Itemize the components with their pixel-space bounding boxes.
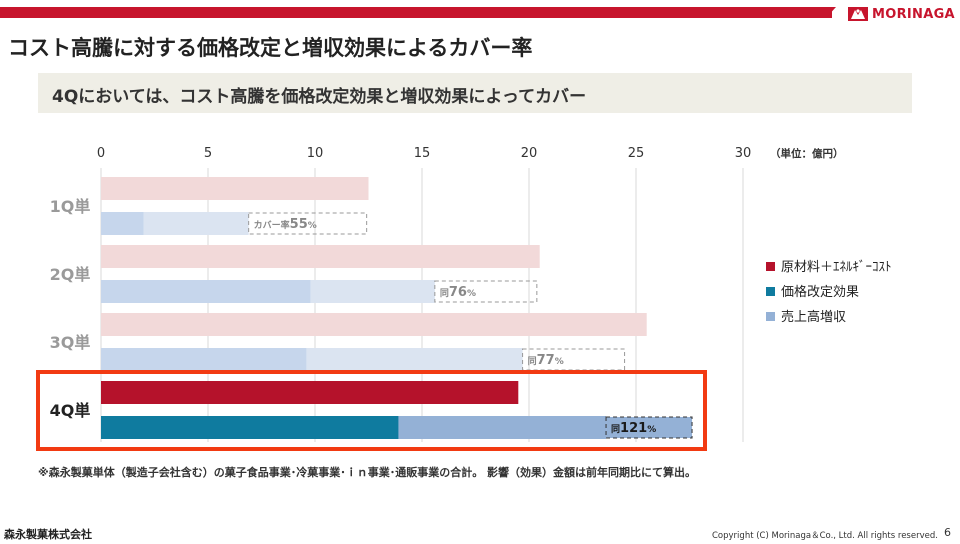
subtitle-band — [38, 73, 912, 113]
legend-entry: 売上高増収 — [781, 309, 846, 325]
legend-swatch — [766, 262, 775, 271]
page-title: コスト高騰に対する価格改定と増収効果によるカバー率 — [8, 36, 533, 60]
cost-bar — [101, 245, 540, 268]
coverage-label-box — [248, 212, 368, 235]
footnote: ※森永製菓単体（製造子会社含む）の菓子食品事業･冷菓事業･ｉｎ事業･通販事業の合… — [38, 466, 697, 479]
x-tick-label: 15 — [414, 146, 431, 161]
legend-swatch — [766, 312, 775, 321]
cost-bar — [101, 177, 369, 200]
x-tick-label: 20 — [521, 146, 538, 161]
coverage-label: カバー率55% — [254, 217, 317, 232]
morinaga-angel-logo-icon — [848, 7, 868, 21]
category-label: 4Q単 — [50, 401, 91, 420]
x-tick-label: 5 — [204, 146, 212, 161]
header-bar-slant — [826, 7, 836, 18]
offset-bar-segment — [101, 280, 311, 303]
legend-entry: 価格改定効果 — [781, 284, 859, 300]
page-number: 6 — [944, 526, 951, 539]
category-label: 1Q単 — [50, 197, 91, 216]
x-tick-label: 10 — [307, 146, 324, 161]
offset-bar-segment — [398, 416, 607, 439]
cost-bar — [101, 313, 647, 336]
x-tick-label: 25 — [628, 146, 645, 161]
offset-bar-segment — [101, 348, 307, 371]
header-bar — [0, 7, 832, 18]
legend-swatch — [766, 287, 775, 296]
cost-bar — [101, 381, 519, 404]
coverage-label-box — [605, 416, 693, 439]
legend-entry: 原材料＋ｴﾈﾙｷﾞｰｺｽﾄ — [781, 260, 892, 275]
brand-name: MORINAGA — [872, 6, 955, 22]
coverage-label: 同76% — [440, 285, 476, 300]
x-tick-label: 0 — [97, 146, 105, 161]
x-tick-label: 30 — [735, 146, 752, 161]
coverage-label: 同77% — [528, 353, 564, 368]
offset-bar-segment — [101, 416, 399, 439]
coverage-label-box — [434, 280, 538, 303]
offset-bar-segment — [310, 280, 435, 303]
offset-bar-segment — [306, 348, 523, 371]
category-label: 2Q単 — [50, 265, 91, 284]
offset-bar-segment — [101, 212, 144, 235]
copyright: Copyright (C) Morinaga＆Co., Ltd. All rig… — [712, 531, 938, 541]
coverage-label-box — [522, 348, 626, 371]
company-name: 森永製菓株式会社 — [4, 528, 92, 541]
category-label: 3Q単 — [50, 333, 91, 352]
offset-bar-segment — [143, 212, 249, 235]
unit-label: （単位：億円） — [770, 147, 844, 160]
coverage-label: 同121% — [611, 421, 656, 436]
brand-logo: MORINAGA — [848, 6, 955, 22]
highlight-frame — [36, 370, 707, 451]
chart-subtitle: 4Qにおいては、コスト高騰を価格改定効果と増収効果によってカバー — [52, 87, 587, 107]
